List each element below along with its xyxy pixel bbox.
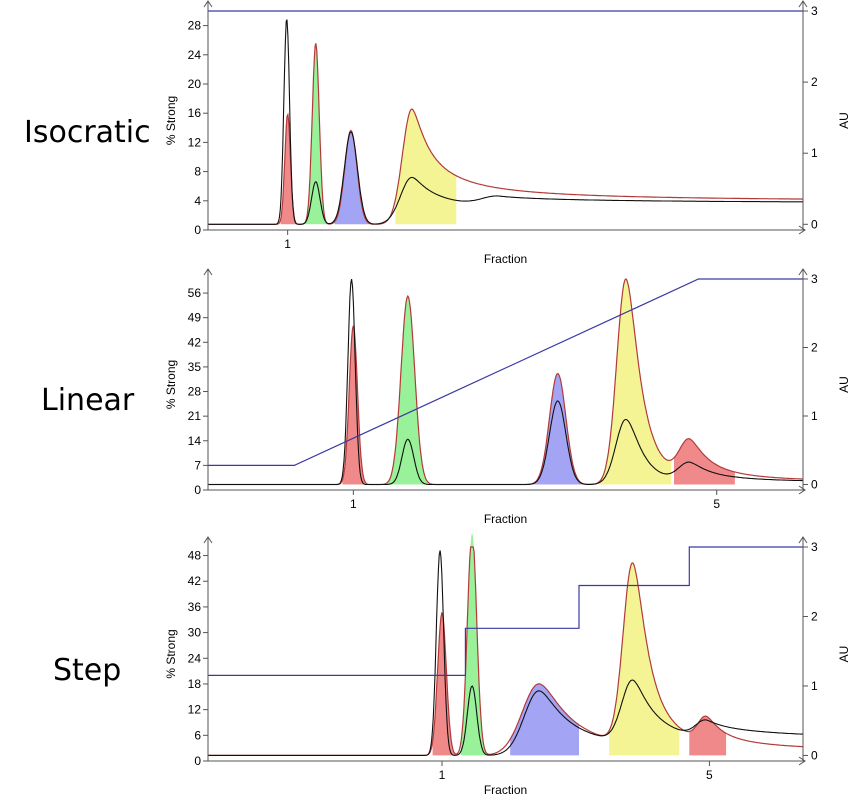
x-tick-label: 5 (713, 497, 720, 511)
left-tick-label: 18 (188, 677, 202, 691)
x-axis-arrow (798, 485, 806, 495)
x-axis-arrow (798, 756, 806, 766)
right-axis-label: AU (837, 112, 851, 129)
red-trace (208, 43, 803, 225)
fraction-fill-4 (609, 562, 680, 756)
left-tick-label: 7 (194, 458, 201, 472)
left-tick-label: 30 (188, 626, 202, 640)
right-tick-label: 2 (811, 609, 818, 623)
right-tick-label: 0 (811, 478, 818, 492)
x-axis-arrow (798, 225, 806, 235)
left-tick-label: 28 (188, 385, 202, 399)
x-tick-label: 1 (284, 237, 291, 251)
right-tick-label: 1 (811, 679, 818, 693)
fraction-fill-2 (305, 43, 328, 225)
gradient-line (208, 546, 803, 676)
red-trace (208, 278, 804, 486)
black-trace (208, 278, 803, 486)
left-axis-label: % Strong (164, 96, 178, 145)
left-axis-arrow (203, 536, 213, 544)
left-tick-label: 42 (188, 335, 202, 349)
left-tick-label: 0 (194, 483, 201, 497)
right-tick-label: 2 (811, 341, 818, 355)
right-tick-label: 3 (811, 4, 818, 18)
fraction-fill-1 (280, 114, 298, 225)
chart-linear: 0 7 14 21 28 35 42 49 56 0 1 2 3 1 5 Fraction % Strong AU (164, 268, 851, 526)
fraction-fill-4 (598, 279, 672, 485)
x-tick-label: 1 (350, 497, 357, 511)
right-axis-arrow (798, 268, 808, 276)
left-tick-label: 35 (188, 360, 202, 374)
right-tick-label: 1 (811, 146, 818, 160)
left-tick-label: 8 (194, 165, 201, 179)
fraction-fill-1 (432, 613, 456, 756)
left-tick-label: 42 (188, 574, 202, 588)
left-axis-label: % Strong (164, 360, 178, 409)
left-axis-arrow (203, 268, 213, 276)
left-tick-label: 14 (188, 434, 202, 448)
right-tick-label: 2 (811, 75, 818, 89)
left-axis-label: % Strong (164, 629, 178, 678)
fraction-fill-5 (689, 716, 727, 756)
left-tick-label: 24 (188, 48, 202, 62)
left-tick-label: 0 (194, 223, 201, 237)
left-tick-label: 4 (194, 194, 201, 208)
right-tick-label: 3 (811, 540, 818, 554)
left-tick-label: 36 (188, 600, 202, 614)
left-tick-label: 6 (194, 728, 201, 742)
fraction-fill-2 (387, 296, 428, 485)
x-axis-label: Fraction (484, 783, 527, 797)
left-tick-label: 12 (188, 703, 202, 717)
fraction-fill-3 (530, 373, 588, 485)
fraction-fill-4 (395, 109, 457, 225)
left-tick-label: 12 (188, 135, 202, 149)
right-tick-label: 0 (811, 217, 818, 231)
right-axis-label: AU (837, 376, 851, 393)
fraction-fill-5 (674, 438, 735, 485)
panel-label-isocratic: Isocratic (24, 115, 151, 150)
left-tick-label: 0 (194, 754, 201, 768)
right-axis-arrow (798, 0, 808, 8)
right-axis-label: AU (837, 646, 851, 663)
left-tick-label: 49 (188, 311, 202, 325)
left-axis-arrow (203, 0, 213, 8)
x-tick-label: 1 (439, 768, 446, 782)
right-tick-label: 0 (811, 748, 818, 762)
fraction-fill-3 (334, 130, 370, 225)
fraction-fill-3 (510, 683, 579, 756)
x-axis-label: Fraction (484, 512, 527, 526)
panel-label-linear: Linear (41, 383, 135, 418)
left-tick-label: 48 (188, 549, 202, 563)
gradient-line (208, 278, 803, 466)
x-axis-label: Fraction (484, 252, 527, 266)
left-tick-label: 21 (188, 409, 202, 423)
right-axis-arrow (798, 536, 808, 544)
left-tick-label: 28 (188, 19, 202, 33)
left-tick-label: 20 (188, 77, 202, 91)
left-tick-label: 24 (188, 651, 202, 665)
black-trace (208, 19, 803, 225)
black-trace (208, 550, 804, 756)
right-tick-label: 1 (811, 409, 818, 423)
panel-label-step: Step (53, 653, 122, 688)
left-tick-label: 16 (188, 106, 202, 120)
left-tick-label: 56 (188, 286, 202, 300)
x-tick-label: 5 (706, 768, 713, 782)
right-tick-label: 3 (811, 272, 818, 286)
